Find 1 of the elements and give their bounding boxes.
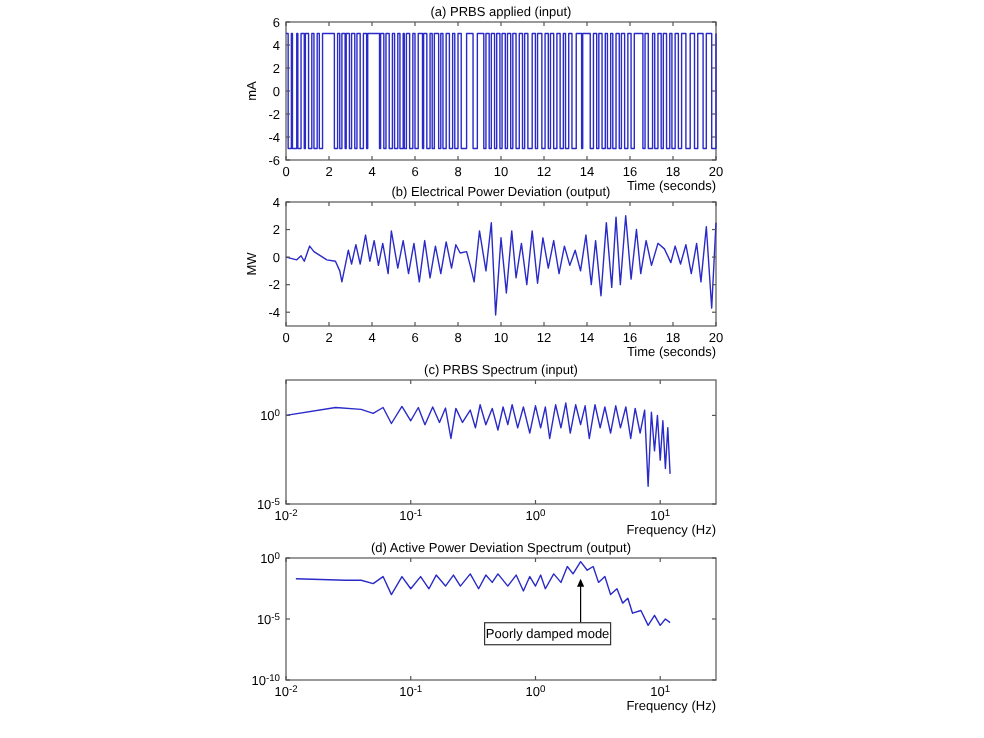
line-series	[285, 215, 717, 316]
